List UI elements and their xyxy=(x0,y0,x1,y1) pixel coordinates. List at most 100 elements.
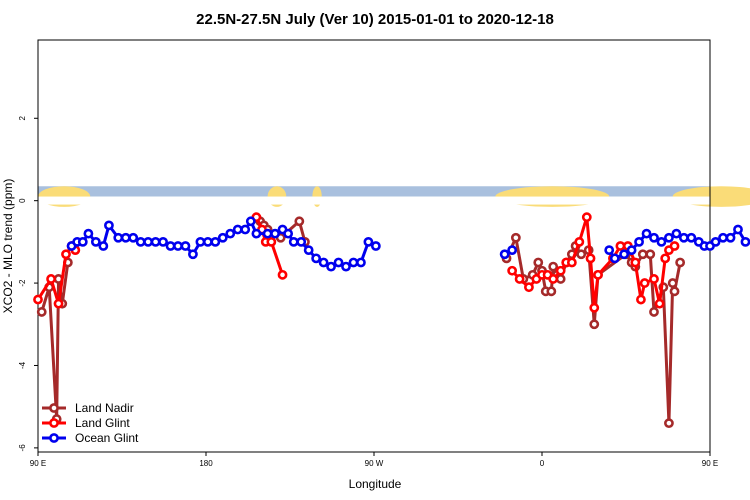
series-2-point-28 xyxy=(270,228,280,239)
series-0-point-26 xyxy=(576,249,587,260)
series-1-point-33 xyxy=(654,298,665,309)
series-2-point-31 xyxy=(288,236,299,247)
series-1-point-10 xyxy=(277,269,288,280)
legend-marker-1 xyxy=(49,418,59,428)
legend-label-1: Land Glint xyxy=(75,416,130,430)
series-2-point-27 xyxy=(262,228,273,239)
series-1-point-31 xyxy=(639,278,650,288)
series-1-point-27 xyxy=(615,241,626,251)
data-series xyxy=(33,212,750,429)
series-2 xyxy=(66,216,750,272)
series-1-point-29 xyxy=(630,257,641,268)
series-0-point-20 xyxy=(548,261,559,272)
series-1-point-2 xyxy=(53,298,64,309)
series-1-point-21 xyxy=(574,236,585,247)
series-2-point-14 xyxy=(165,241,176,251)
series-1-point-22 xyxy=(581,212,592,223)
x-tick-label-3: 0 xyxy=(540,459,545,468)
series-2-point-61 xyxy=(718,232,728,243)
series-2-point-26 xyxy=(251,228,262,239)
series-2-point-5 xyxy=(98,241,109,251)
series-0 xyxy=(36,216,686,429)
series-2-point-35 xyxy=(318,257,329,268)
series-2-point-20 xyxy=(210,236,221,247)
series-0-point-39 xyxy=(669,286,680,297)
series-2-point-16 xyxy=(180,241,191,251)
series-2-point-53 xyxy=(664,232,674,243)
series-1-point-32 xyxy=(649,274,659,284)
series-2-point-46 xyxy=(609,253,620,264)
series-2-point-60 xyxy=(710,236,721,247)
series-2-point-37 xyxy=(333,257,344,268)
series-2-point-25 xyxy=(245,216,256,227)
series-2-point-62 xyxy=(725,232,736,243)
landmask-band xyxy=(38,186,750,207)
series-2-point-34 xyxy=(311,253,322,264)
y-tick-label-1: 0 xyxy=(18,198,27,203)
series-2-point-18 xyxy=(195,236,206,247)
series-2-line-0 xyxy=(70,219,377,269)
y-axis-label: XCO2 - MLO trend (ppm) xyxy=(1,179,15,314)
series-2-point-33 xyxy=(303,245,314,256)
series-2-point-21 xyxy=(217,232,228,243)
series-2-point-12 xyxy=(150,236,161,247)
series-1-point-20 xyxy=(566,257,577,268)
y-tick-label-4: -6 xyxy=(18,444,27,452)
legend-label-2: Ocean Glint xyxy=(75,431,139,445)
series-0-point-10 xyxy=(294,216,305,227)
series-0-line-2 xyxy=(505,236,682,425)
ocean-band xyxy=(38,186,710,197)
series-0-point-35 xyxy=(649,307,659,317)
series-2-point-56 xyxy=(686,232,697,243)
series-2-point-8 xyxy=(120,232,131,243)
series-2-point-40 xyxy=(356,257,366,268)
series-0-point-28 xyxy=(589,319,600,330)
series-2-point-44 xyxy=(507,245,518,256)
series-2-point-23 xyxy=(232,224,243,235)
series-2-point-43 xyxy=(499,249,510,260)
series-2-point-41 xyxy=(363,236,374,247)
series-1-point-24 xyxy=(589,302,600,313)
series-2-point-30 xyxy=(283,228,294,239)
series-1-point-12 xyxy=(514,274,525,284)
series-2-point-22 xyxy=(225,228,236,239)
series-1-point-3 xyxy=(61,249,71,260)
legend-marker-2 xyxy=(49,433,59,443)
series-1-point-36 xyxy=(669,241,680,251)
series-2-point-47 xyxy=(619,249,630,260)
series-1-point-34 xyxy=(660,253,671,264)
series-2-point-64 xyxy=(740,236,750,247)
series-2-point-15 xyxy=(173,241,183,251)
x-tick-label-0: 90 E xyxy=(30,459,46,468)
series-1-point-30 xyxy=(636,294,646,305)
series-0-point-33 xyxy=(637,249,648,260)
series-2-point-52 xyxy=(656,236,667,247)
x-tick-label-4: 90 E xyxy=(702,459,718,468)
series-2-point-55 xyxy=(678,232,689,243)
series-0-point-40 xyxy=(675,257,686,268)
series-2-point-19 xyxy=(202,236,213,247)
series-2-point-63 xyxy=(733,224,743,235)
series-2-point-54 xyxy=(671,228,682,239)
band-clip xyxy=(38,196,710,205)
series-2-point-51 xyxy=(649,232,659,243)
x-axis-label: Longitude xyxy=(349,477,402,491)
series-0-point-38 xyxy=(667,278,678,288)
series-1 xyxy=(33,212,680,313)
y-tick-label-0: 2 xyxy=(18,116,27,121)
y-tick-label-3: -4 xyxy=(18,361,27,369)
series-1-point-18 xyxy=(555,265,566,276)
series-0-point-37 xyxy=(664,418,674,429)
series-2-point-17 xyxy=(188,249,198,260)
series-2-point-4 xyxy=(90,236,101,247)
x-tick-label-1: 180 xyxy=(199,459,213,468)
series-1-point-25 xyxy=(593,269,603,280)
series-0-point-34 xyxy=(645,249,656,260)
series-1-point-11 xyxy=(507,265,518,276)
series-0-point-13 xyxy=(510,232,521,243)
series-1-point-9 xyxy=(266,236,277,247)
series-2-point-2 xyxy=(77,236,88,247)
y-tick-label-2: -2 xyxy=(18,279,27,287)
